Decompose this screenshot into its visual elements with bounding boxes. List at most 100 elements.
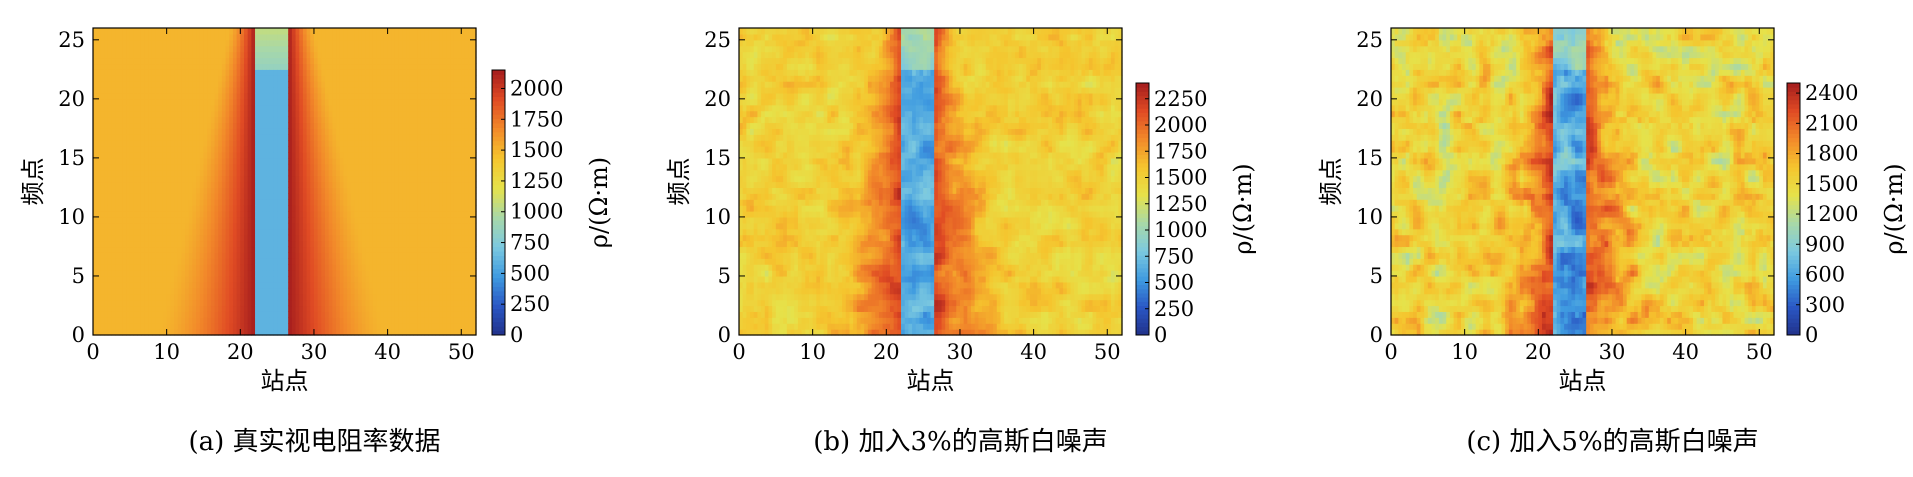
heatmap-cell xyxy=(170,175,175,183)
heatmap-cell xyxy=(174,258,179,265)
heatmap-cell xyxy=(181,63,186,70)
heatmap-cell xyxy=(207,329,212,336)
heatmap-cell xyxy=(365,146,370,153)
heatmap-cell xyxy=(214,128,219,135)
heatmap-cell xyxy=(380,329,385,336)
heatmap-cell xyxy=(420,270,426,277)
heatmap-cell xyxy=(174,240,179,248)
heatmap-cell xyxy=(148,199,153,206)
heatmap-cell xyxy=(280,128,286,135)
heatmap-cell xyxy=(394,128,400,135)
heatmap-cell xyxy=(240,146,245,153)
heatmap-cell xyxy=(365,252,370,259)
heatmap-cell xyxy=(313,81,319,88)
heatmap-cell xyxy=(196,211,201,218)
heatmap-cell xyxy=(192,258,197,265)
heatmap-cell xyxy=(137,163,142,171)
heatmap-cell xyxy=(185,216,190,224)
heatmap-cell xyxy=(218,87,223,94)
heatmap-cell xyxy=(181,264,186,271)
heatmap-cell xyxy=(185,252,190,259)
heatmap-cell xyxy=(133,175,138,183)
heatmap-cell xyxy=(284,57,289,65)
heatmap-cell xyxy=(420,181,426,188)
heatmap-cell xyxy=(372,252,378,259)
heatmap-cell xyxy=(321,305,326,312)
heatmap-cell xyxy=(358,287,363,295)
heatmap-cell xyxy=(383,110,389,118)
heatmap-cell xyxy=(321,264,326,271)
heatmap-cell xyxy=(129,234,135,242)
heatmap-cell xyxy=(107,299,113,307)
heatmap-cell xyxy=(394,116,400,124)
heatmap-cell xyxy=(277,28,282,35)
heatmap-cell xyxy=(442,264,448,271)
heatmap-cell xyxy=(306,151,311,159)
heatmap-cell xyxy=(321,151,326,159)
heatmap-cell xyxy=(413,234,418,242)
heatmap-cell xyxy=(291,211,297,218)
heatmap-cell xyxy=(243,258,249,265)
heatmap-cell xyxy=(417,205,422,212)
heatmap-cell xyxy=(328,329,333,336)
heatmap-cell xyxy=(170,45,175,53)
heatmap-cell xyxy=(221,293,227,301)
heatmap-cell xyxy=(435,140,440,147)
heatmap-cell xyxy=(409,181,414,188)
heatmap-cell xyxy=(111,234,116,242)
heatmap-cell xyxy=(376,75,381,82)
heatmap-cell xyxy=(188,140,194,147)
heatmap-cell xyxy=(210,92,216,100)
heatmap-cell xyxy=(435,234,440,242)
heatmap-cell xyxy=(247,275,252,283)
heatmap-cell xyxy=(358,323,363,330)
heatmap-cell xyxy=(137,51,142,59)
heatmap-cell xyxy=(343,234,348,242)
heatmap-cell xyxy=(199,287,205,295)
heatmap-cell xyxy=(199,146,205,153)
heatmap-cell xyxy=(251,75,256,82)
heatmap-cell xyxy=(148,33,153,41)
heatmap-cell xyxy=(100,287,105,295)
heatmap-cell xyxy=(192,299,197,307)
heatmap-cell xyxy=(129,293,135,301)
heatmap-cell xyxy=(413,51,418,59)
heatmap-cell xyxy=(273,222,278,230)
heatmap-cell xyxy=(232,146,238,153)
heatmap-cell xyxy=(420,246,426,253)
heatmap-cell xyxy=(442,187,448,194)
heatmap-cell xyxy=(343,252,348,259)
heatmap-cell xyxy=(347,63,352,70)
heatmap-cell xyxy=(277,275,282,283)
heatmap-cell xyxy=(203,69,208,76)
heatmap-cell xyxy=(174,57,179,65)
heatmap-cell xyxy=(232,228,238,236)
heatmap-cell xyxy=(118,175,124,183)
heatmap-cell xyxy=(240,216,245,224)
heatmap-cell xyxy=(435,299,440,307)
heatmap-cell xyxy=(207,157,212,165)
heatmap-cell xyxy=(394,193,400,200)
heatmap-cell xyxy=(93,122,98,129)
heatmap-cell xyxy=(306,163,311,171)
heatmap-cell xyxy=(269,146,275,153)
heatmap-cell xyxy=(398,87,403,94)
heatmap-cell xyxy=(159,216,164,224)
heatmap-cell xyxy=(203,128,208,135)
heatmap-cell xyxy=(129,45,135,53)
heatmap-cell xyxy=(232,216,238,224)
heatmap-cell xyxy=(166,264,171,271)
heatmap-cell xyxy=(288,222,293,230)
heatmap-cell xyxy=(295,305,300,312)
heatmap-cell xyxy=(107,181,113,188)
heatmap-cell xyxy=(144,287,149,295)
heatmap-cell xyxy=(118,293,124,301)
heatmap-cell xyxy=(424,199,429,206)
heatmap-cell xyxy=(372,33,378,41)
heatmap-cell xyxy=(155,39,160,47)
heatmap-cell xyxy=(288,240,293,248)
heatmap-cell xyxy=(137,33,142,41)
heatmap-cell xyxy=(376,299,381,307)
heatmap-cell xyxy=(214,222,219,230)
heatmap-cell xyxy=(247,75,252,82)
